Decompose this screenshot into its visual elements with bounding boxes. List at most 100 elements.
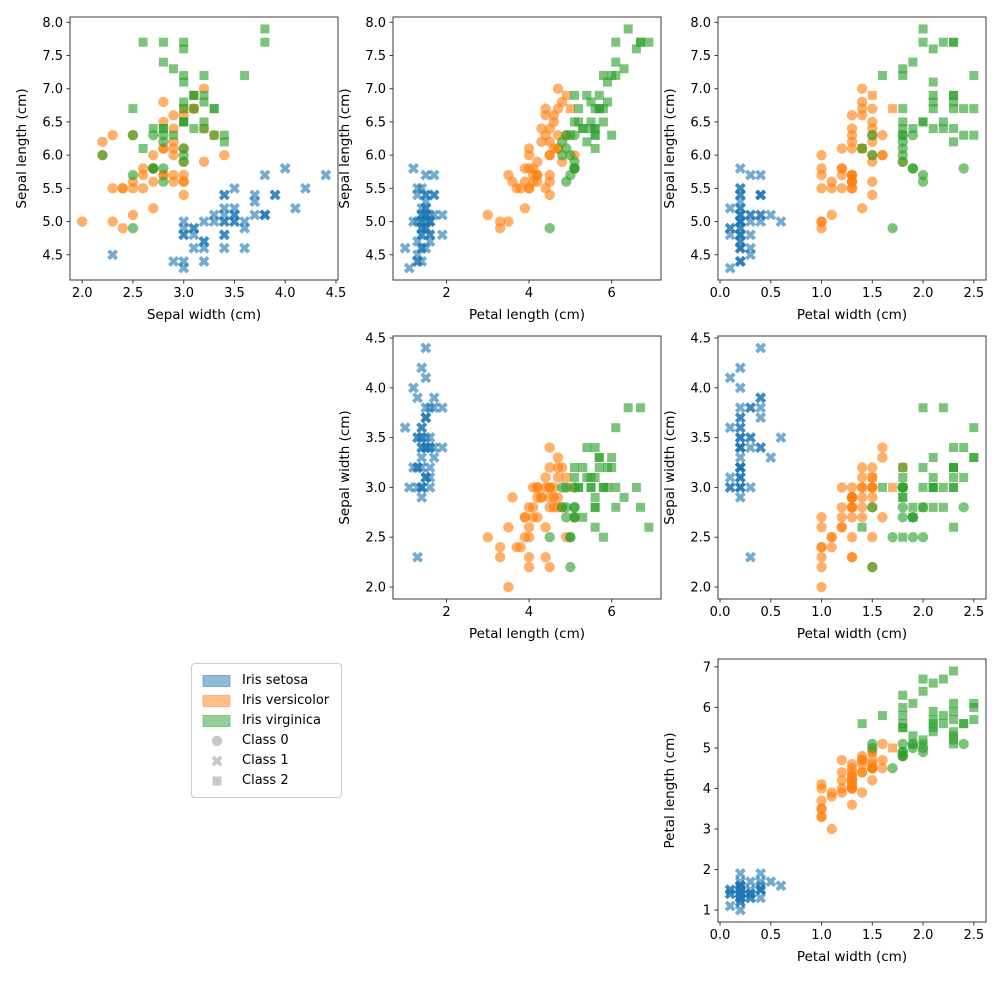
data-point xyxy=(877,70,887,80)
data-point xyxy=(928,97,938,107)
data-point xyxy=(836,512,848,523)
data-point xyxy=(816,561,827,573)
data-point xyxy=(907,742,919,754)
data-point xyxy=(127,169,139,181)
data-point xyxy=(877,754,888,766)
data-point xyxy=(724,481,736,493)
data-point xyxy=(846,169,858,181)
data-point xyxy=(169,64,179,74)
data-point xyxy=(928,706,938,716)
x-tick-label: 0.5 xyxy=(760,605,781,620)
data-point xyxy=(745,888,756,900)
x-tick-label: 0.0 xyxy=(710,286,731,301)
data-point xyxy=(544,222,555,234)
y-tick-label: 6.0 xyxy=(690,149,711,164)
data-point xyxy=(76,216,88,227)
data-point xyxy=(877,482,887,492)
data-point xyxy=(846,482,858,493)
y-tick-label: 5.0 xyxy=(42,215,63,230)
y-tick-label: 4.5 xyxy=(42,248,63,263)
x-tick-label: 4.0 xyxy=(275,286,296,301)
data-point xyxy=(569,463,579,472)
data-point xyxy=(867,90,877,100)
data-point xyxy=(836,783,848,794)
data-point xyxy=(623,24,633,34)
data-point xyxy=(724,888,736,900)
legend-item: Class 1 xyxy=(202,752,329,769)
data-point xyxy=(259,209,271,221)
data-point xyxy=(636,502,646,512)
data-point xyxy=(724,262,736,274)
data-point xyxy=(745,551,756,563)
data-point xyxy=(189,90,199,100)
data-point xyxy=(607,70,617,80)
data-point xyxy=(867,103,878,114)
data-point xyxy=(816,216,827,227)
data-point xyxy=(724,900,736,912)
data-point xyxy=(188,222,200,234)
data-point xyxy=(836,754,848,766)
data-point xyxy=(816,581,827,593)
data-point xyxy=(598,532,608,542)
data-point xyxy=(867,561,878,573)
data-point xyxy=(959,719,969,729)
data-point xyxy=(416,491,428,503)
data-point xyxy=(211,735,223,746)
data-point xyxy=(918,403,928,413)
x-axis-label: Petal length (cm) xyxy=(469,307,585,323)
data-point xyxy=(212,776,222,785)
data-point xyxy=(552,492,564,503)
x-tick-label: 4.5 xyxy=(326,286,347,301)
data-point xyxy=(300,182,311,194)
data-point xyxy=(877,738,888,750)
y-tick-label: 7.0 xyxy=(365,82,386,97)
data-point xyxy=(734,491,746,503)
data-point xyxy=(969,698,979,708)
y-tick-label: 7.0 xyxy=(42,82,63,97)
x-tick-label: 1.0 xyxy=(811,286,832,301)
data-point xyxy=(908,124,918,134)
data-point xyxy=(775,216,787,228)
data-point xyxy=(503,522,514,533)
data-point xyxy=(127,222,139,234)
data-point xyxy=(958,163,969,174)
data-point xyxy=(611,502,621,512)
data-point xyxy=(511,541,522,553)
data-point xyxy=(598,117,608,127)
legend-class0-circle-icon xyxy=(211,735,223,746)
data-point xyxy=(127,209,139,221)
data-point xyxy=(938,124,948,134)
data-point xyxy=(734,452,746,463)
data-point xyxy=(239,222,251,234)
data-point xyxy=(199,90,209,100)
data-point xyxy=(565,104,575,114)
data-point xyxy=(407,162,419,174)
data-point xyxy=(211,755,223,766)
data-point xyxy=(897,738,908,750)
data-point xyxy=(734,255,746,267)
data-point xyxy=(816,803,827,814)
legend-patch-setosa-icon xyxy=(202,674,231,687)
data-point xyxy=(949,727,959,737)
data-point xyxy=(856,787,868,798)
legend-item-label: Iris setosa xyxy=(242,673,309,688)
data-point xyxy=(918,463,928,472)
data-point xyxy=(532,512,543,523)
data-point xyxy=(734,868,746,880)
data-point xyxy=(569,90,579,100)
data-point xyxy=(594,104,604,114)
data-point xyxy=(928,77,938,87)
data-point xyxy=(877,442,888,453)
data-point xyxy=(279,162,291,174)
data-point xyxy=(590,472,600,482)
data-point xyxy=(826,791,837,802)
data-point xyxy=(856,472,868,483)
data-point xyxy=(877,130,888,141)
data-point xyxy=(259,169,271,181)
data-point xyxy=(556,149,568,161)
data-point xyxy=(199,117,209,127)
plot-box xyxy=(717,335,987,600)
legend-item: Iris versicolor xyxy=(202,692,329,709)
y-tick-label: 4.5 xyxy=(690,331,711,346)
